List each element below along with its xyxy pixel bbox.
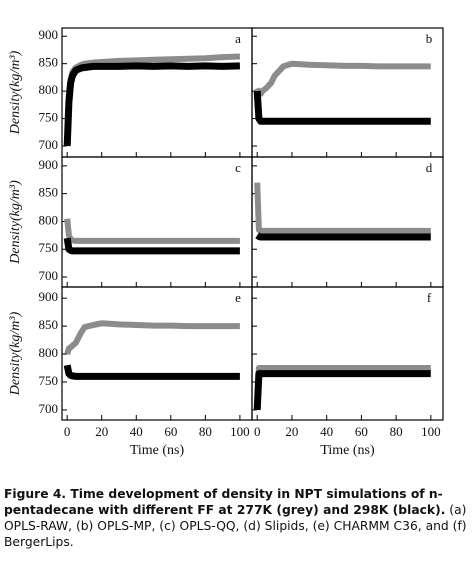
series-line — [63, 364, 240, 380]
y-tick-label: 850 — [39, 55, 59, 70]
x-tick-label: 20 — [285, 424, 298, 439]
x-tick-label: 100 — [230, 424, 250, 439]
x-tick-label: 40 — [130, 424, 143, 439]
y-axis-label: Density(kg/m³) — [8, 50, 23, 135]
y-tick-label: 900 — [39, 289, 59, 304]
y-tick-label: 750 — [39, 110, 59, 125]
y-tick-label: 850 — [39, 185, 59, 200]
x-axis-label: Time (ns) — [320, 443, 375, 458]
y-tick-label: 800 — [39, 345, 59, 360]
y-tick-label: 900 — [39, 27, 59, 42]
x-tick-label: 60 — [355, 424, 368, 439]
caption-title: Figure 4. Time development of density in… — [4, 487, 446, 517]
panel-frame — [61, 286, 253, 421]
panel-frame — [251, 286, 444, 421]
x-tick-label: 100 — [421, 424, 441, 439]
y-tick-label: 750 — [39, 373, 59, 388]
series-line — [64, 320, 240, 355]
series-line — [253, 90, 431, 125]
series-line — [63, 237, 240, 255]
series-line — [253, 370, 431, 411]
panel-label: f — [427, 290, 432, 305]
panel-frame — [61, 27, 253, 158]
y-tick-label: 800 — [39, 212, 59, 227]
y-tick-label: 700 — [39, 268, 59, 283]
panel-frame — [61, 156, 253, 288]
y-axis-label: Density(kg/m³) — [8, 311, 23, 396]
series-line — [64, 218, 240, 244]
x-tick-label: 40 — [320, 424, 333, 439]
x-tick-label: 60 — [164, 424, 177, 439]
y-tick-label: 700 — [39, 401, 59, 416]
series-line — [254, 60, 431, 97]
series-line — [63, 62, 241, 147]
panel-frame — [251, 156, 444, 288]
x-tick-label: 0 — [64, 424, 71, 439]
y-tick-label: 900 — [39, 157, 59, 172]
series-line — [255, 232, 431, 241]
y-tick-label: 800 — [39, 82, 59, 97]
x-tick-label: 20 — [95, 424, 108, 439]
caption: Figure 4. Time development of density in… — [4, 486, 468, 550]
x-tick-label: 0 — [254, 424, 261, 439]
series-line — [254, 365, 431, 411]
panel-label: b — [426, 31, 433, 46]
panel-frame — [251, 27, 444, 158]
panel-label: e — [235, 290, 241, 305]
y-axis-label: Density(kg/m³) — [8, 180, 23, 265]
panel-label: d — [426, 160, 433, 175]
panel-label: c — [235, 160, 241, 175]
y-tick-label: 850 — [39, 317, 59, 332]
panel-label: a — [235, 31, 241, 46]
x-tick-label: 80 — [199, 424, 212, 439]
x-axis-label: Time (ns) — [130, 443, 185, 458]
series-line — [254, 182, 431, 234]
y-tick-label: 700 — [39, 137, 59, 152]
caption-text: (a) OPLS-RAW, (b) OPLS-MP, (c) OPLS-QQ, … — [4, 503, 467, 549]
y-tick-label: 750 — [39, 240, 59, 255]
x-tick-label: 80 — [390, 424, 403, 439]
